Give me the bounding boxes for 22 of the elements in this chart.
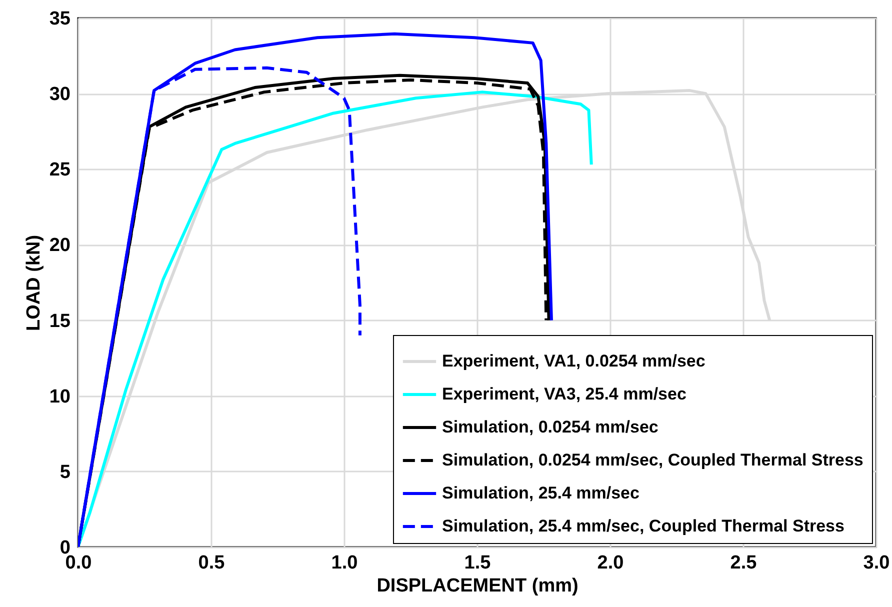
- x-tick-label: 0.0: [65, 552, 92, 574]
- x-tick-label: 2.5: [730, 552, 758, 574]
- legend-label: Experiment, VA3, 25.4 mm/sec: [442, 384, 686, 404]
- y-tick-label: 10: [49, 386, 70, 408]
- y-tick-label: 35: [49, 8, 71, 30]
- x-tick-label: 1.5: [464, 552, 492, 574]
- legend-label: Experiment, VA1, 0.0254 mm/sec: [442, 352, 706, 370]
- legend-label: Simulation, 0.0254 mm/sec, Coupled Thermal Stress: [442, 450, 864, 470]
- x-tick-label: 3.0: [863, 552, 890, 574]
- legend-label: Simulation, 0.0254 mm/sec: [442, 418, 658, 436]
- y-tick-label: 30: [49, 84, 70, 106]
- x-tick-label: 2.0: [597, 552, 624, 574]
- y-tick-label: 25: [49, 160, 71, 181]
- y-tick-label: 15: [49, 310, 71, 332]
- legend-label: Simulation, 25.4 mm/sec: [442, 484, 640, 502]
- y-axis-title: LOAD (kN): [23, 234, 44, 332]
- x-axis-title: DISPLACEMENT (mm): [376, 576, 578, 596]
- x-tick-label: 0.5: [198, 552, 226, 574]
- legend-label: Simulation, 25.4 mm/sec, Coupled Thermal Stress: [442, 516, 844, 536]
- y-tick-label: 5: [60, 462, 71, 483]
- y-tick-label: 20: [49, 235, 70, 256]
- x-tick-label: 1.0: [331, 552, 358, 574]
